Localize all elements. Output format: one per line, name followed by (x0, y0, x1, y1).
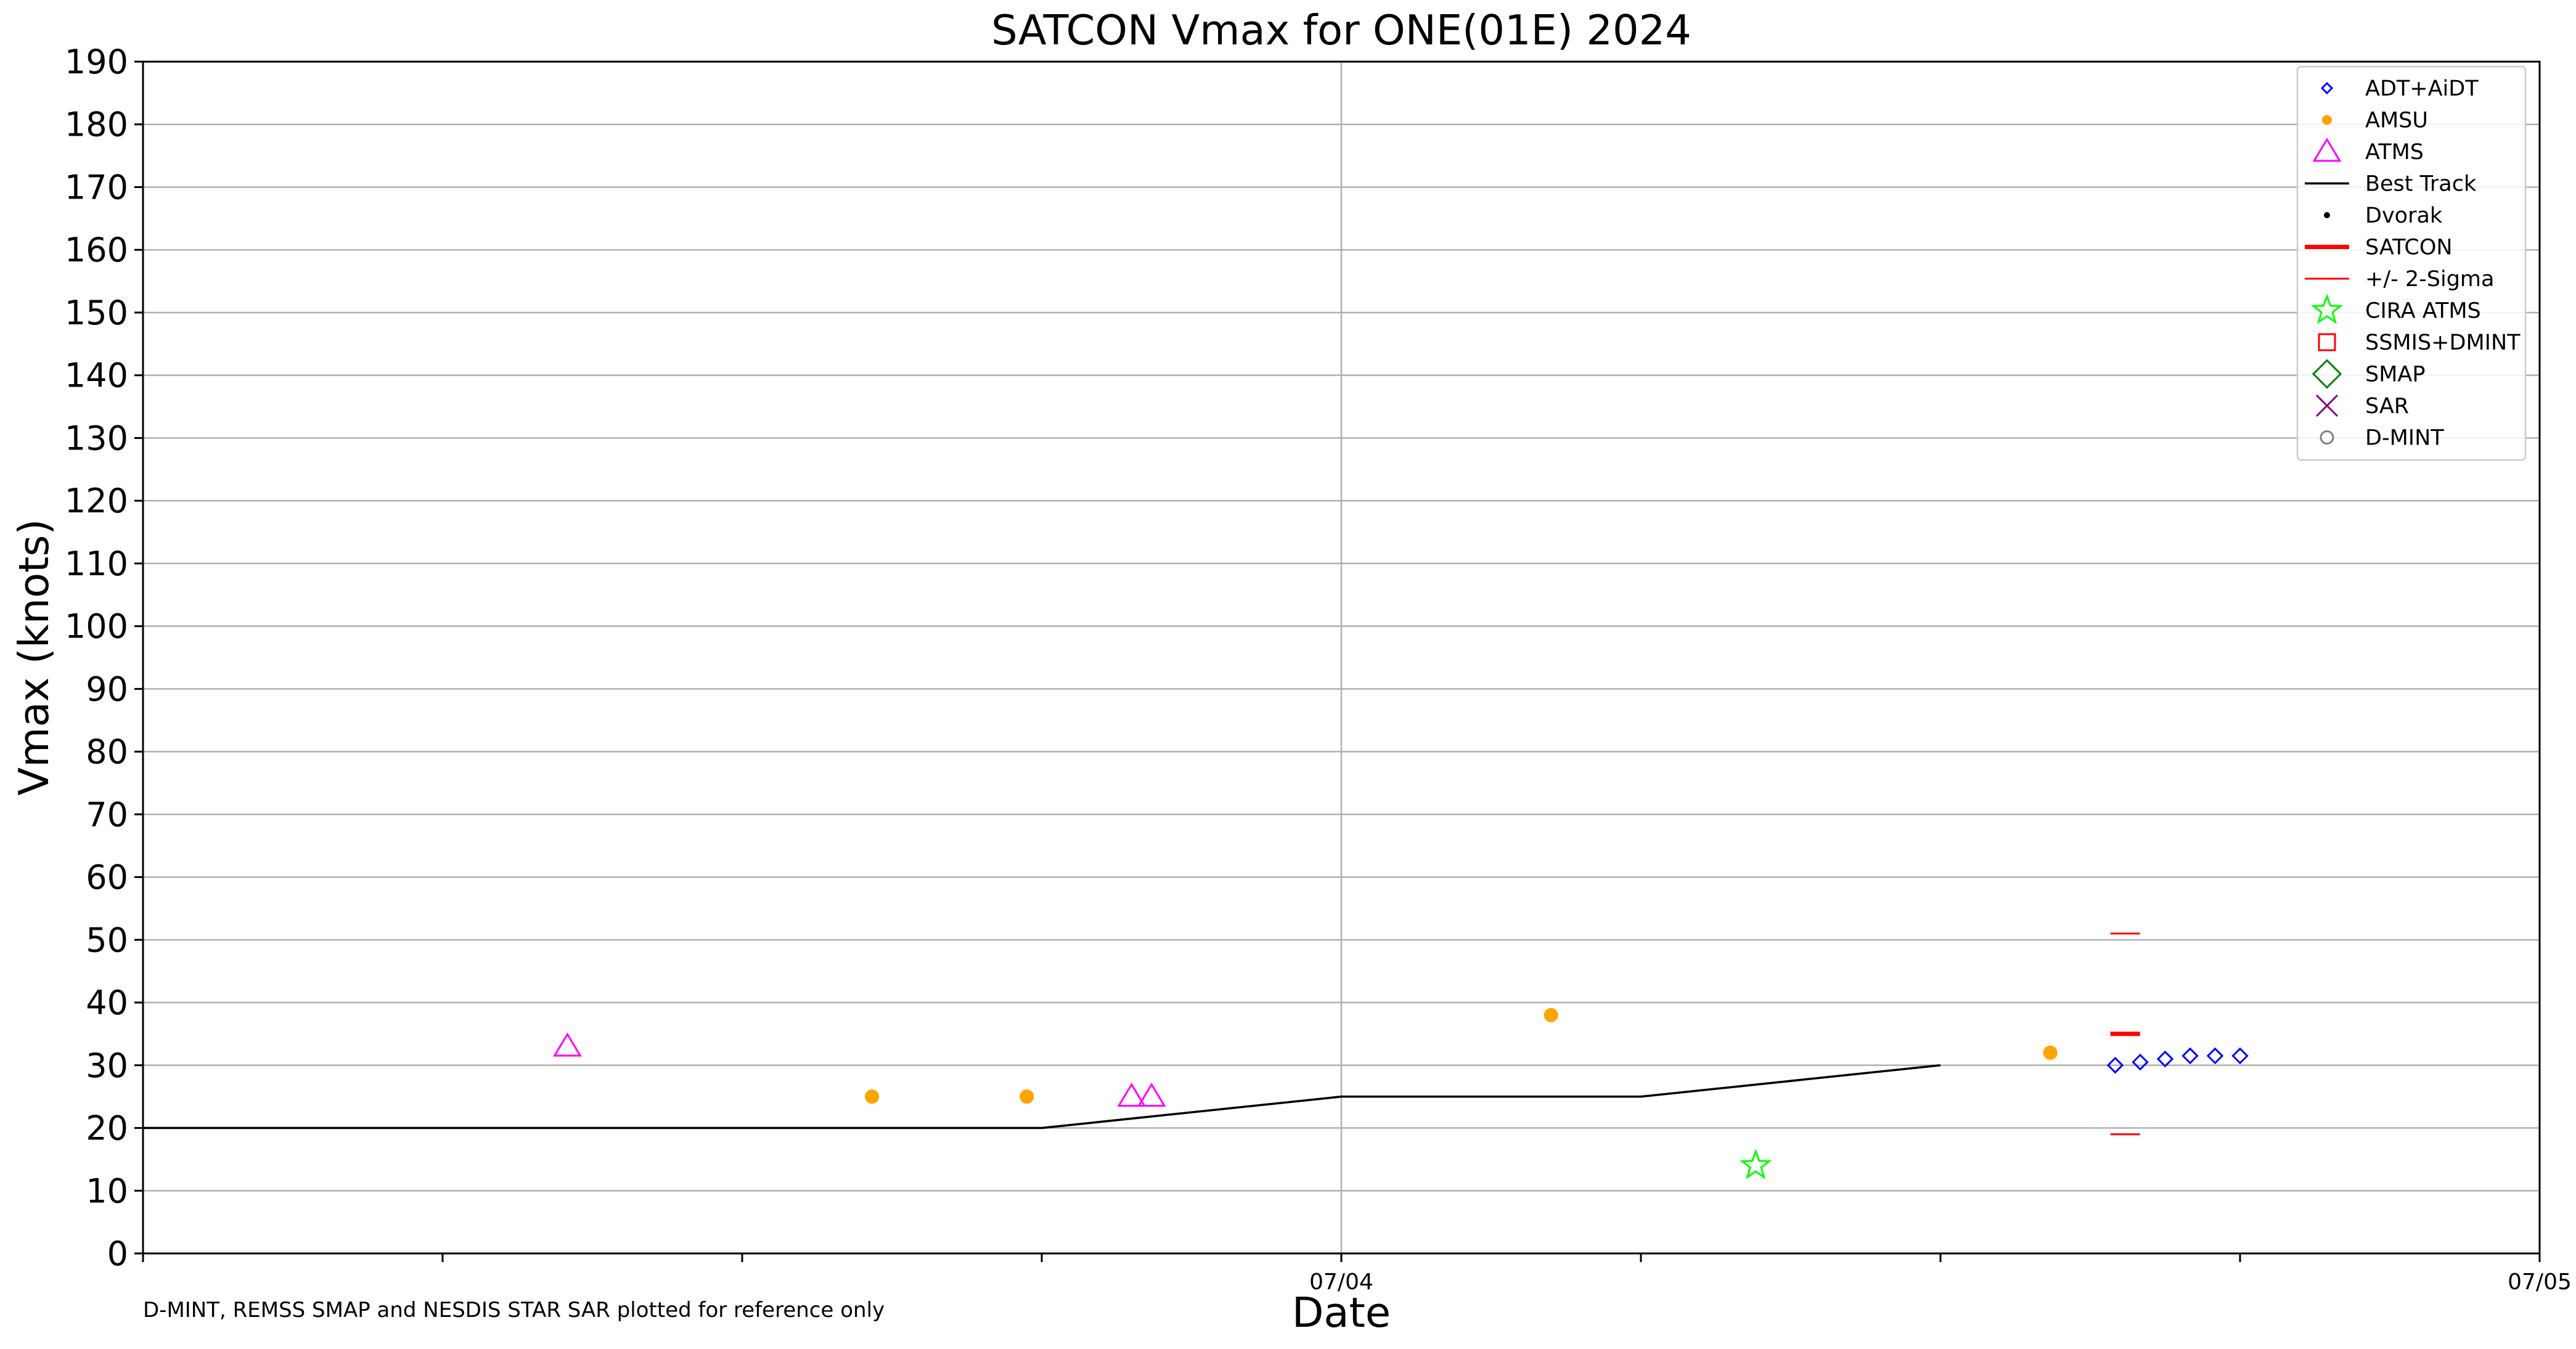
y-tick-label: 50 (86, 921, 128, 959)
adt-aidt-point (2206, 1047, 2224, 1065)
y-tick-label: 90 (86, 670, 128, 708)
y-tick-label: 110 (65, 544, 128, 583)
y-tick-label: 10 (86, 1171, 128, 1210)
atms-point (1117, 1082, 1147, 1107)
amsu-point (2043, 1045, 2058, 1060)
y-tick-label: 190 (65, 43, 128, 81)
legend-label-ssmis-dmint: SSMIS+DMINT (2365, 330, 2521, 355)
reference-footnote: D-MINT, REMSS SMAP and NESDIS STAR SAR p… (143, 1298, 885, 1322)
cira-atms-point (1740, 1149, 1772, 1179)
legend-label-atms: ATMS (2365, 140, 2424, 165)
legend: ADT+AiDT AMSU ATMS Best Track Dvorak SATCON +/… (2296, 65, 2527, 461)
legend-swatch-amsu (2322, 115, 2332, 125)
adt-aidt-point (2181, 1047, 2199, 1065)
x-tick-label: 07/05 (2508, 1269, 2572, 1295)
legend-swatch-ssmis-dmint (2318, 333, 2336, 351)
adt-aidt-point (2132, 1053, 2149, 1071)
y-tick-label: 180 (65, 105, 128, 144)
x-axis-label: Date (1292, 1289, 1391, 1337)
legend-label-smap: SMAP (2365, 363, 2425, 387)
tick-layer: 0 10 20 30 40 50 60 70 80 90 100 110 120 130 140 150 160… (65, 43, 2572, 1295)
legend-label-best-track: Best Track (2365, 172, 2477, 197)
y-tick-label: 40 (86, 983, 128, 1022)
legend-swatch-cira-atms (2310, 293, 2344, 324)
y-tick-label: 160 (65, 231, 128, 269)
y-tick-label: 140 (65, 356, 128, 395)
y-tick-label: 100 (65, 607, 128, 646)
legend-frame (2296, 65, 2527, 461)
legend-label-sar: SAR (2365, 394, 2409, 419)
legend-swatch-dvorak (2324, 212, 2330, 218)
legend-swatch-smap (2312, 359, 2342, 389)
legend-label-cira-atms: CIRA ATMS (2365, 299, 2481, 324)
y-tick-label: 170 (65, 168, 128, 207)
legend-swatch-d-mint (2320, 430, 2334, 445)
y-tick-label: 130 (65, 419, 128, 457)
legend-swatch-atms (2312, 137, 2342, 162)
legend-label-d-mint: D-MINT (2365, 426, 2444, 451)
y-axis-label: Vmax (knots) (10, 519, 58, 796)
y-tick-label: 0 (107, 1234, 128, 1273)
y-tick-label: 30 (86, 1046, 128, 1085)
legend-label-adt-aidt: ADT+AiDT (2365, 76, 2479, 101)
amsu-point (1020, 1089, 1034, 1104)
legend-swatch-sar (2315, 394, 2339, 417)
y-tick-label: 60 (86, 858, 128, 897)
adt-aidt-point (2231, 1047, 2249, 1065)
y-tick-label: 80 (86, 732, 128, 771)
legend-swatch-adt-aidt (2320, 81, 2334, 95)
y-tick-label: 70 (86, 795, 128, 834)
legend-label-2-sigma: +/- 2-Sigma (2365, 267, 2494, 292)
legend-label-dvorak: Dvorak (2365, 203, 2443, 228)
best-track-line (143, 1064, 1941, 1130)
amsu-point (865, 1089, 880, 1104)
grid-layer (143, 62, 2540, 1253)
legend-label-satcon: SATCON (2365, 236, 2453, 260)
series-layer (143, 932, 2249, 1179)
amsu-point (1544, 1007, 1558, 1022)
legend-label-amsu: AMSU (2365, 109, 2428, 133)
x-tick-label: 07/04 (1309, 1269, 1373, 1295)
adt-aidt-point (2106, 1057, 2124, 1074)
y-tick-label: 20 (86, 1109, 128, 1148)
y-tick-label: 120 (65, 482, 128, 520)
atms-point (1137, 1082, 1166, 1107)
atms-point (553, 1032, 582, 1057)
chart-title: SATCON Vmax for ONE(01E) 2024 (991, 6, 1691, 54)
y-tick-label: 150 (65, 293, 128, 332)
adt-aidt-point (2156, 1050, 2174, 1068)
